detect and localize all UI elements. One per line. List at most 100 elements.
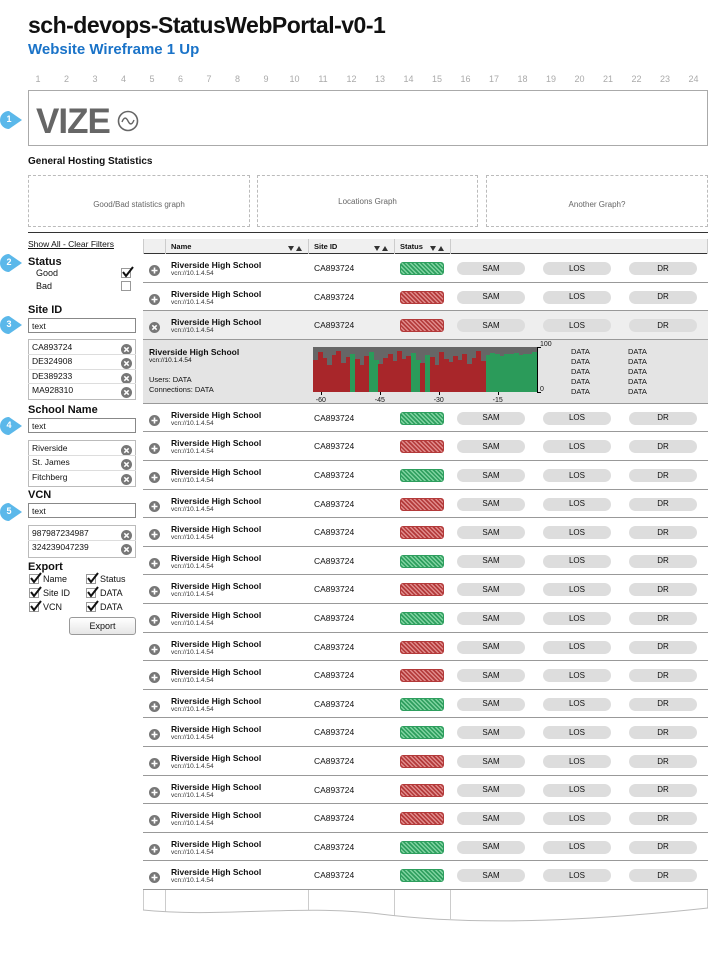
export-checkbox[interactable]: [86, 600, 99, 612]
action-button[interactable]: SAM: [457, 411, 525, 425]
action-button[interactable]: LOS: [543, 497, 611, 511]
action-button[interactable]: LOS: [543, 755, 611, 768]
expand-toggle[interactable]: [149, 413, 160, 426]
action-button[interactable]: SAM: [457, 726, 525, 740]
action-button[interactable]: DR: [629, 697, 697, 711]
expand-toggle[interactable]: [149, 670, 160, 684]
remove-filter[interactable]: [121, 472, 132, 485]
remove-filter[interactable]: [121, 528, 132, 541]
action-button[interactable]: DR: [629, 583, 697, 597]
action-button[interactable]: LOS: [543, 869, 611, 883]
action-button[interactable]: SAM: [457, 290, 525, 304]
action-button[interactable]: DR: [629, 812, 697, 826]
export-checkbox[interactable]: [29, 586, 42, 598]
remove-filter[interactable]: [121, 356, 132, 370]
action-button[interactable]: SAM: [457, 583, 525, 597]
action-button[interactable]: DR: [629, 262, 697, 275]
expand-toggle[interactable]: [149, 263, 160, 276]
action-button[interactable]: SAM: [457, 612, 525, 625]
action-button[interactable]: DR: [629, 669, 697, 683]
export-checkbox[interactable]: [29, 572, 42, 584]
remove-filter[interactable]: [121, 371, 132, 384]
action-button[interactable]: LOS: [543, 640, 611, 654]
expand-toggle[interactable]: [149, 292, 160, 305]
remove-filter[interactable]: [121, 443, 132, 456]
status-checkbox[interactable]: [121, 266, 134, 278]
action-button[interactable]: LOS: [543, 669, 611, 683]
action-button[interactable]: DR: [629, 869, 697, 883]
action-button[interactable]: SAM: [457, 697, 525, 711]
action-button[interactable]: LOS: [543, 840, 611, 854]
action-button[interactable]: LOS: [543, 526, 611, 540]
action-button[interactable]: SAM: [457, 526, 525, 540]
expand-toggle[interactable]: [149, 727, 160, 741]
action-button[interactable]: DR: [629, 726, 697, 740]
action-button[interactable]: LOS: [543, 440, 611, 454]
action-button[interactable]: SAM: [457, 840, 525, 854]
action-button[interactable]: DR: [629, 440, 697, 454]
action-button[interactable]: LOS: [543, 812, 611, 826]
expand-toggle[interactable]: [149, 499, 160, 512]
action-button[interactable]: LOS: [543, 262, 611, 275]
filter-links[interactable]: Show All - Clear Filters: [28, 239, 114, 249]
expand-toggle[interactable]: [149, 813, 160, 827]
expand-toggle[interactable]: [149, 699, 160, 712]
action-button[interactable]: LOS: [543, 469, 611, 482]
remove-filter[interactable]: [121, 385, 132, 398]
expand-toggle[interactable]: [149, 470, 160, 483]
action-button[interactable]: DR: [629, 783, 697, 797]
action-button[interactable]: SAM: [457, 869, 525, 883]
action-button[interactable]: DR: [629, 411, 697, 425]
expand-toggle[interactable]: [149, 642, 160, 655]
action-button[interactable]: DR: [629, 554, 697, 568]
action-button[interactable]: LOS: [543, 554, 611, 568]
expand-toggle[interactable]: [149, 785, 160, 798]
action-button[interactable]: DR: [629, 755, 697, 768]
action-button[interactable]: DR: [629, 319, 697, 333]
column-header[interactable]: Status: [400, 242, 423, 251]
status-checkbox[interactable]: [121, 281, 131, 291]
action-button[interactable]: LOS: [543, 411, 611, 425]
action-button[interactable]: DR: [629, 840, 697, 854]
column-header[interactable]: Site ID: [314, 242, 338, 251]
action-button[interactable]: DR: [629, 469, 697, 482]
action-button[interactable]: SAM: [457, 812, 525, 826]
action-button[interactable]: DR: [629, 290, 697, 304]
action-button[interactable]: LOS: [543, 319, 611, 333]
action-button[interactable]: SAM: [457, 669, 525, 683]
expand-toggle[interactable]: [149, 556, 160, 569]
action-button[interactable]: SAM: [457, 319, 525, 333]
remove-filter[interactable]: [121, 542, 132, 556]
expand-toggle[interactable]: [149, 842, 160, 855]
action-button[interactable]: LOS: [543, 697, 611, 711]
export-button[interactable]: Export: [69, 617, 136, 635]
column-header[interactable]: Name: [171, 242, 192, 251]
action-button[interactable]: DR: [629, 640, 697, 654]
remove-filter[interactable]: [121, 457, 132, 471]
remove-filter[interactable]: [121, 342, 132, 355]
expand-toggle[interactable]: [149, 613, 160, 626]
action-button[interactable]: SAM: [457, 554, 525, 568]
expand-toggle[interactable]: [149, 320, 160, 334]
action-button[interactable]: SAM: [457, 783, 525, 797]
expand-toggle[interactable]: [149, 584, 160, 598]
action-button[interactable]: DR: [629, 612, 697, 625]
action-button[interactable]: SAM: [457, 469, 525, 482]
export-checkbox[interactable]: [86, 572, 99, 584]
text-input[interactable]: text: [28, 318, 136, 333]
action-button[interactable]: SAM: [457, 440, 525, 454]
expand-toggle[interactable]: [149, 870, 160, 884]
action-button[interactable]: SAM: [457, 497, 525, 511]
action-button[interactable]: DR: [629, 497, 697, 511]
action-button[interactable]: LOS: [543, 290, 611, 304]
text-input[interactable]: text: [28, 418, 136, 433]
action-button[interactable]: LOS: [543, 726, 611, 740]
export-checkbox[interactable]: [86, 586, 99, 598]
action-button[interactable]: LOS: [543, 583, 611, 597]
action-button[interactable]: SAM: [457, 640, 525, 654]
text-input[interactable]: text: [28, 503, 136, 518]
action-button[interactable]: SAM: [457, 262, 525, 275]
action-button[interactable]: LOS: [543, 612, 611, 625]
export-checkbox[interactable]: [29, 600, 42, 612]
action-button[interactable]: SAM: [457, 755, 525, 768]
